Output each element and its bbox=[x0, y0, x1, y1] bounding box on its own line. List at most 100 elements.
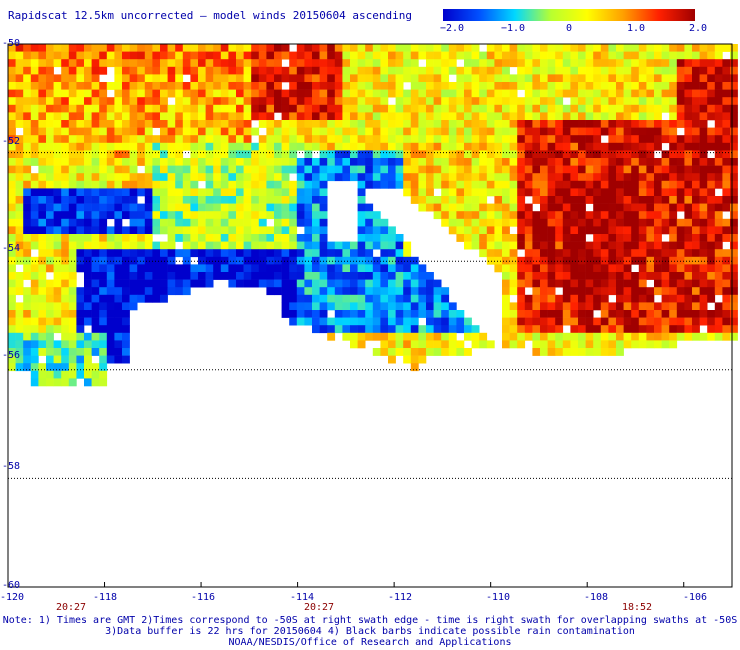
wind-cell bbox=[715, 112, 723, 120]
wind-cell bbox=[441, 287, 449, 295]
wind-cell bbox=[335, 59, 343, 67]
wind-cells bbox=[8, 44, 738, 386]
wind-cell bbox=[152, 204, 160, 212]
wind-cell bbox=[540, 173, 548, 181]
wind-cell bbox=[578, 249, 586, 257]
wind-cell bbox=[494, 219, 502, 227]
wind-cell bbox=[259, 67, 267, 75]
wind-cell bbox=[198, 135, 206, 143]
wind-cell bbox=[312, 173, 320, 181]
wind-cell bbox=[662, 74, 670, 82]
wind-cell bbox=[198, 59, 206, 67]
wind-cell bbox=[320, 173, 328, 181]
wind-cell bbox=[662, 181, 670, 189]
wind-cell bbox=[700, 211, 708, 219]
wind-cell bbox=[213, 112, 221, 120]
wind-cell bbox=[608, 325, 616, 333]
wind-cell bbox=[365, 90, 373, 98]
wind-cell bbox=[418, 340, 426, 348]
wind-cell bbox=[183, 249, 191, 257]
wind-cell bbox=[677, 74, 685, 82]
wind-cell bbox=[122, 211, 130, 219]
lon-tick-label: -112 bbox=[388, 592, 412, 603]
wind-cell bbox=[69, 249, 77, 257]
wind-cell bbox=[342, 264, 350, 272]
wind-cell bbox=[593, 181, 601, 189]
wind-cell bbox=[84, 128, 92, 136]
wind-cell bbox=[540, 280, 548, 288]
wind-cell bbox=[456, 135, 464, 143]
wind-cell bbox=[631, 302, 639, 310]
wind-cell bbox=[502, 226, 510, 234]
wind-cell bbox=[312, 143, 320, 151]
wind-cell bbox=[175, 234, 183, 242]
wind-cell bbox=[472, 325, 480, 333]
wind-cell bbox=[145, 150, 153, 158]
wind-cell bbox=[380, 333, 388, 341]
wind-cell bbox=[69, 340, 77, 348]
wind-cell bbox=[358, 264, 366, 272]
wind-cell bbox=[282, 112, 290, 120]
wind-cell bbox=[114, 90, 122, 98]
wind-cell bbox=[662, 318, 670, 326]
wind-cell bbox=[38, 333, 46, 341]
wind-cell bbox=[373, 158, 381, 166]
wind-cell bbox=[99, 234, 107, 242]
wind-cell bbox=[548, 90, 556, 98]
wind-cell bbox=[282, 242, 290, 250]
wind-cell bbox=[137, 264, 145, 272]
wind-cell bbox=[304, 158, 312, 166]
wind-cell bbox=[624, 340, 632, 348]
wind-cell bbox=[472, 181, 480, 189]
wind-cell bbox=[259, 249, 267, 257]
wind-cell bbox=[190, 74, 198, 82]
lat-tick-label: -54 bbox=[2, 243, 20, 254]
wind-cell bbox=[449, 204, 457, 212]
wind-cell bbox=[692, 234, 700, 242]
wind-cell bbox=[548, 287, 556, 295]
wind-cell bbox=[365, 181, 373, 189]
wind-cell bbox=[61, 59, 69, 67]
wind-cell bbox=[654, 188, 662, 196]
wind-cell bbox=[31, 90, 39, 98]
wind-cell bbox=[555, 97, 563, 105]
wind-cell bbox=[601, 158, 609, 166]
wind-cell bbox=[297, 249, 305, 257]
wind-cell bbox=[525, 333, 533, 341]
wind-cell bbox=[365, 59, 373, 67]
wind-cell bbox=[130, 52, 138, 60]
wind-cell bbox=[304, 67, 312, 75]
wind-cell bbox=[168, 105, 176, 113]
wind-cell bbox=[304, 272, 312, 280]
wind-cell bbox=[464, 318, 472, 326]
wind-cell bbox=[38, 272, 46, 280]
wind-cell bbox=[198, 173, 206, 181]
wind-cell bbox=[84, 318, 92, 326]
wind-cell bbox=[715, 173, 723, 181]
wind-cell bbox=[61, 371, 69, 379]
wind-cell bbox=[540, 333, 548, 341]
wind-cell bbox=[487, 135, 495, 143]
wind-cell bbox=[54, 318, 62, 326]
wind-cell bbox=[114, 128, 122, 136]
wind-cell bbox=[700, 280, 708, 288]
wind-cell bbox=[61, 318, 69, 326]
wind-cell bbox=[107, 166, 115, 174]
wind-cell bbox=[228, 112, 236, 120]
wind-cell bbox=[327, 257, 335, 265]
wind-cell bbox=[251, 242, 259, 250]
wind-cell bbox=[608, 143, 616, 151]
wind-cell bbox=[23, 272, 31, 280]
wind-cell bbox=[373, 348, 381, 356]
wind-cell bbox=[342, 295, 350, 303]
wind-cell bbox=[517, 143, 525, 151]
wind-cell bbox=[312, 196, 320, 204]
wind-cell bbox=[396, 135, 404, 143]
wind-cell bbox=[692, 310, 700, 318]
wind-cell bbox=[54, 196, 62, 204]
wind-cell bbox=[84, 59, 92, 67]
wind-cell bbox=[525, 310, 533, 318]
wind-cell bbox=[441, 333, 449, 341]
wind-cell bbox=[69, 90, 77, 98]
